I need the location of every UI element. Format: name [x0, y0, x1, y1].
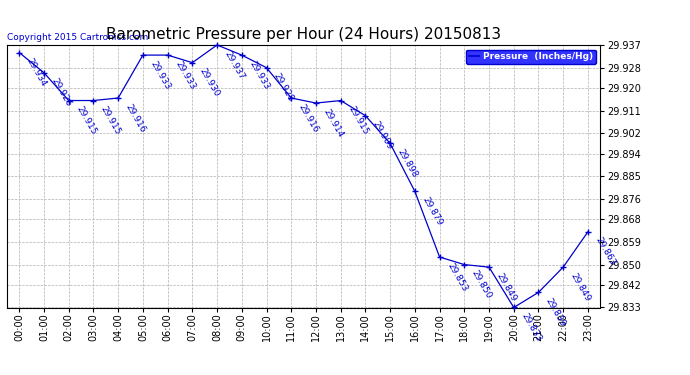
Text: 29.849: 29.849: [495, 271, 518, 303]
Text: 29.930: 29.930: [198, 67, 221, 99]
Text: 29.928: 29.928: [272, 72, 295, 104]
Text: 29.934: 29.934: [25, 57, 48, 88]
Text: 29.853: 29.853: [445, 261, 469, 293]
Text: 29.833: 29.833: [520, 312, 543, 344]
Text: 29.937: 29.937: [223, 49, 246, 81]
Text: 29.926: 29.926: [50, 77, 73, 109]
Text: 29.915: 29.915: [346, 105, 370, 136]
Text: 29.933: 29.933: [173, 59, 197, 91]
Text: 29.849: 29.849: [569, 271, 592, 303]
Text: 29.914: 29.914: [322, 107, 345, 139]
Text: 29.839: 29.839: [544, 297, 568, 328]
Text: 29.850: 29.850: [470, 269, 493, 300]
Text: 29.916: 29.916: [297, 102, 320, 134]
Text: 29.863: 29.863: [593, 236, 617, 268]
Text: 29.879: 29.879: [420, 195, 444, 227]
Text: Copyright 2015 Cartronics.com: Copyright 2015 Cartronics.com: [7, 33, 148, 42]
Text: 29.915: 29.915: [99, 105, 123, 136]
Text: 29.933: 29.933: [148, 59, 172, 91]
Text: 29.933: 29.933: [247, 59, 271, 91]
Title: Barometric Pressure per Hour (24 Hours) 20150813: Barometric Pressure per Hour (24 Hours) …: [106, 27, 501, 42]
Legend: Pressure  (Inches/Hg): Pressure (Inches/Hg): [466, 50, 595, 64]
Text: 29.909: 29.909: [371, 120, 395, 152]
Text: 29.915: 29.915: [75, 105, 98, 136]
Text: 29.898: 29.898: [395, 148, 420, 179]
Text: 29.916: 29.916: [124, 102, 147, 134]
